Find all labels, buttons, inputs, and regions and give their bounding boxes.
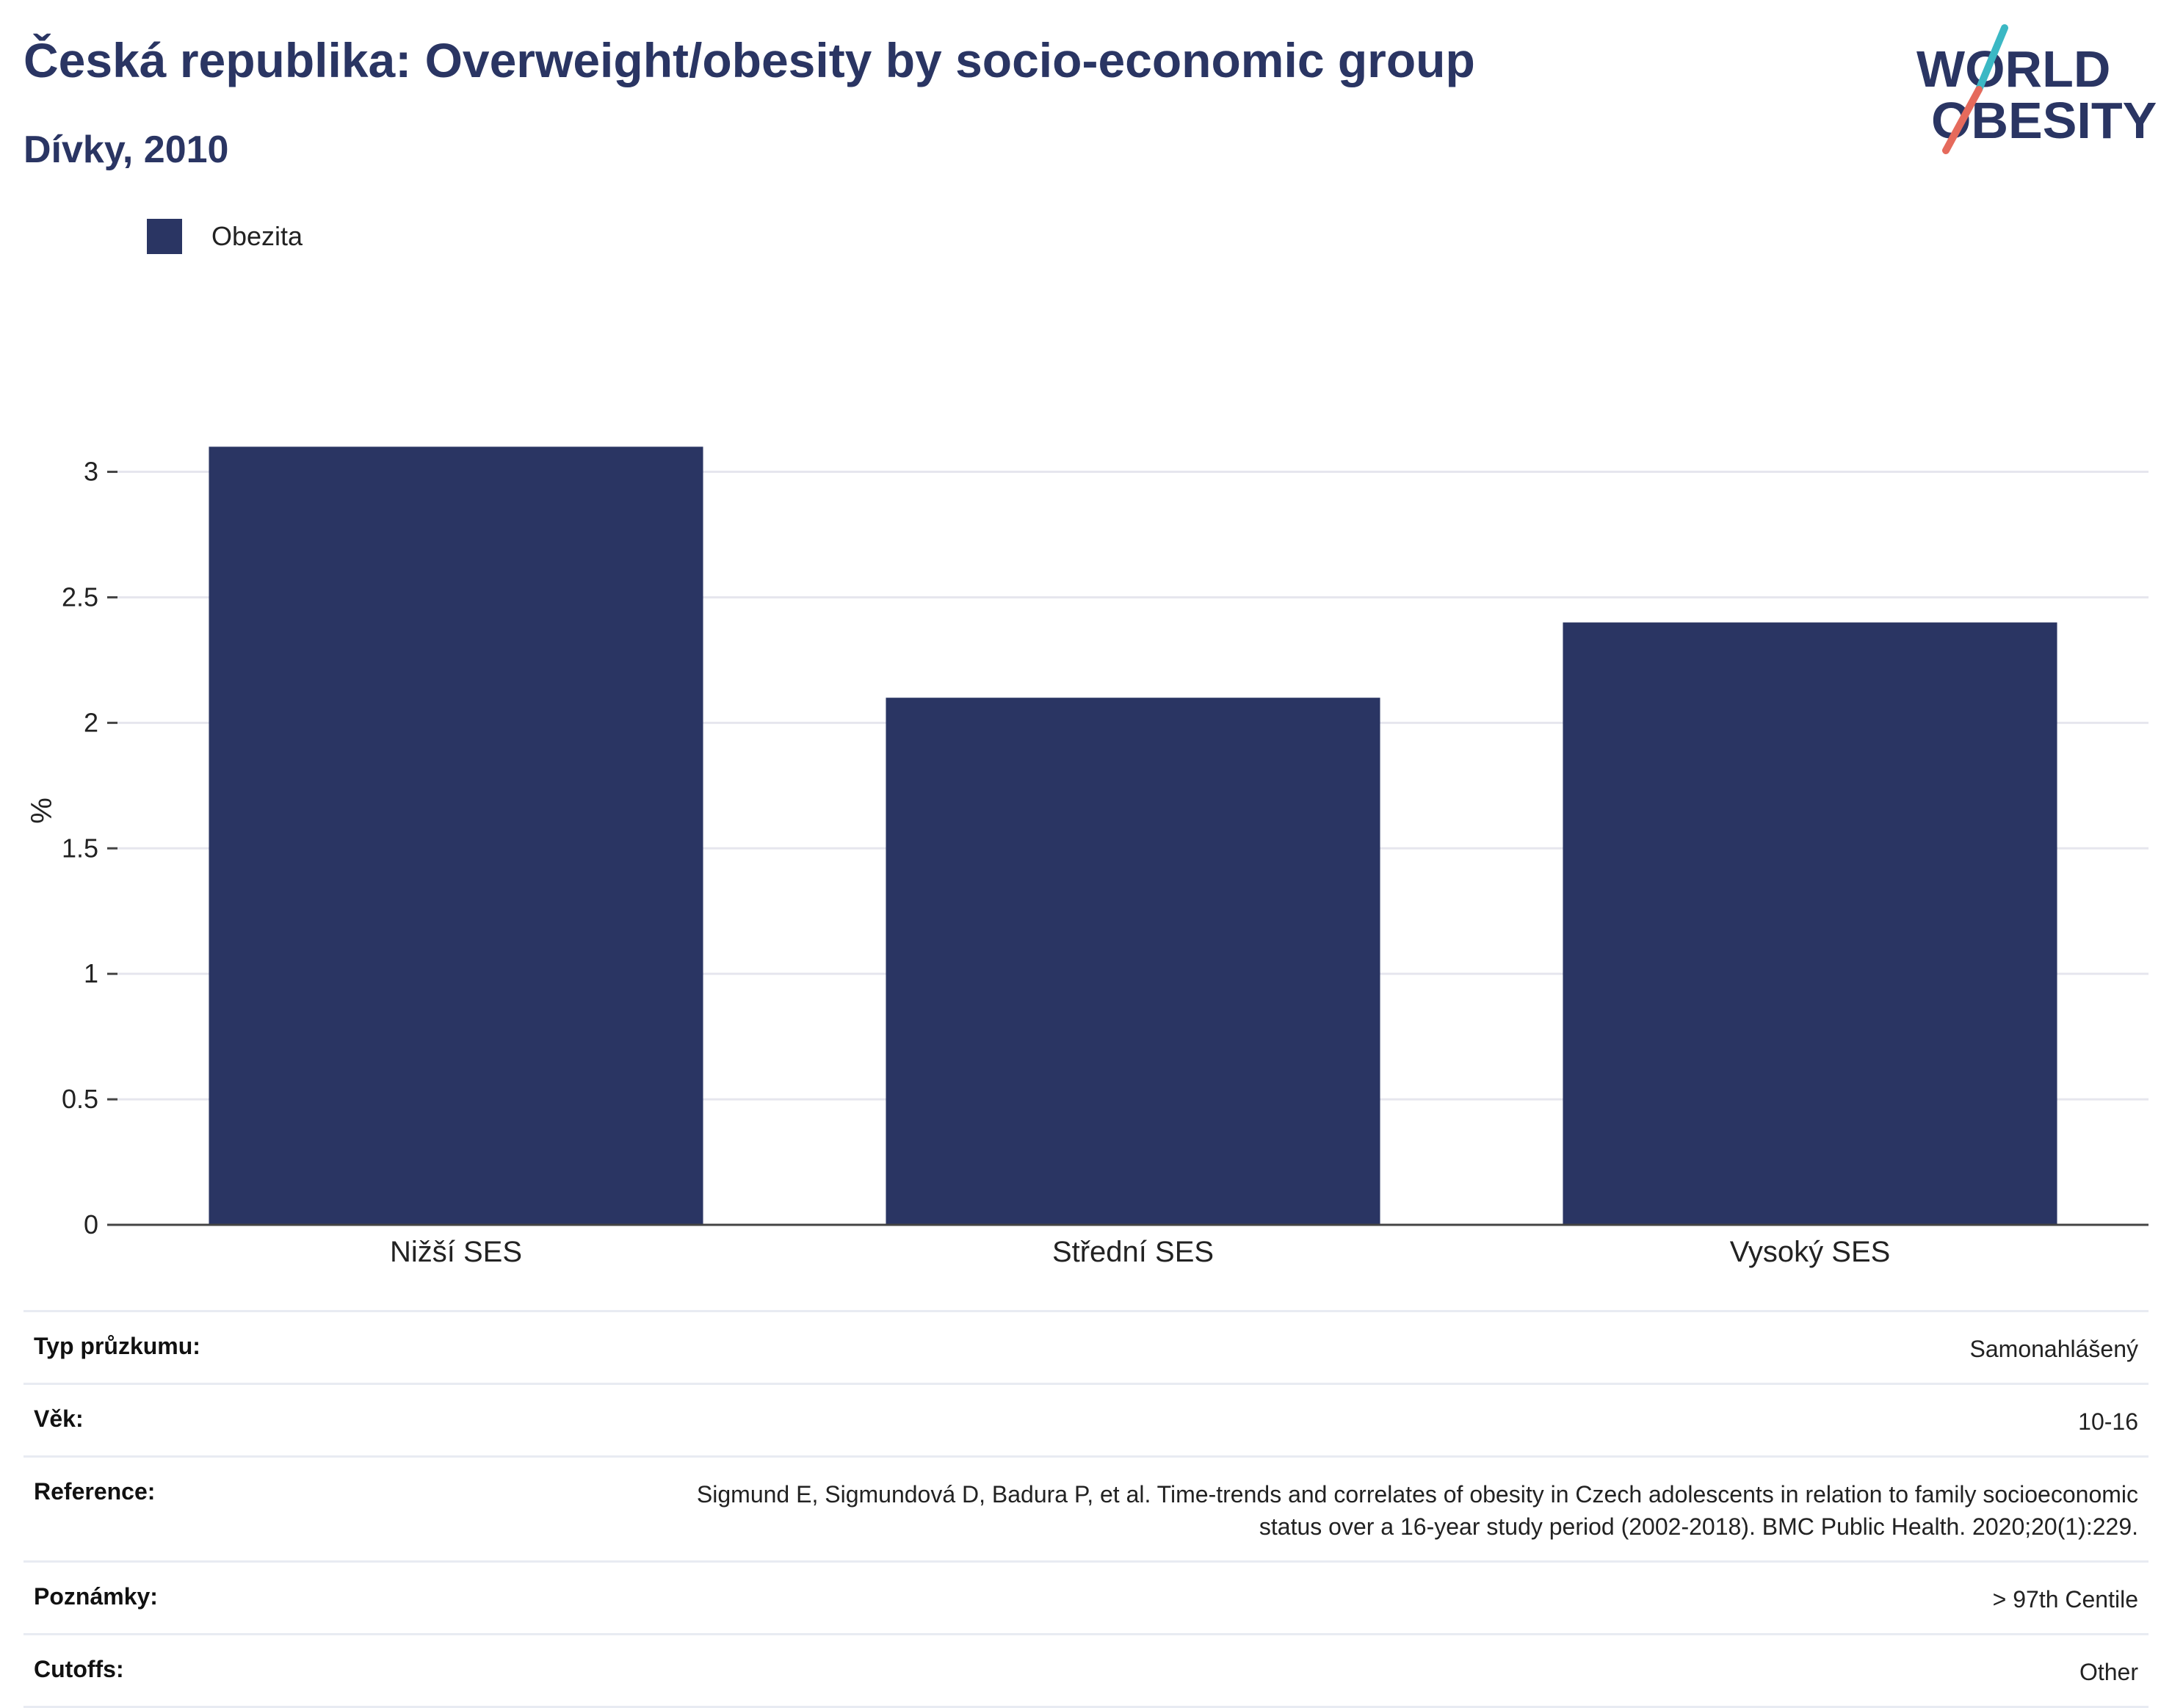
bars bbox=[209, 446, 2057, 1225]
y-tick-label: 3 bbox=[84, 457, 98, 487]
bar-0 bbox=[209, 446, 703, 1225]
y-axis-label: % bbox=[26, 797, 58, 824]
y-axis-ticks: 0 0.5 1 1.5 2 2.5 3 bbox=[62, 457, 117, 1240]
y-tick-label: 1.5 bbox=[62, 833, 98, 863]
world-obesity-logo: WORLD OBESITY bbox=[1916, 24, 2157, 154]
meta-row-notes: Poznámky: > 97th Centile bbox=[23, 1560, 2149, 1633]
bar-chart: 0 0.5 1 1.5 2 2.5 3 Nižší SES Střední SES Vysoký… bbox=[26, 446, 2149, 1268]
meta-row-cutoffs: Cutoffs: Other bbox=[23, 1633, 2149, 1708]
x-axis-labels: Nižší SES Střední SES Vysoký SES bbox=[390, 1236, 1890, 1268]
meta-row-survey-type: Typ průzkumu: Samonahlášený bbox=[23, 1310, 2149, 1383]
legend: Obezita bbox=[147, 219, 303, 254]
chart-subtitle: Dívky, 2010 bbox=[23, 129, 229, 171]
meta-value: > 97th Centile bbox=[1992, 1586, 2138, 1613]
meta-value: Other bbox=[2079, 1659, 2138, 1685]
meta-key: Reference: bbox=[34, 1478, 156, 1505]
y-tick-label: 0.5 bbox=[62, 1084, 98, 1114]
meta-key: Věk: bbox=[34, 1405, 84, 1432]
x-tick-label: Nižší SES bbox=[390, 1236, 522, 1268]
y-tick-label: 2 bbox=[84, 707, 98, 737]
y-tick-label: 0 bbox=[84, 1209, 98, 1240]
svg-text:WORLD: WORLD bbox=[1916, 40, 2110, 98]
meta-key: Poznámky: bbox=[34, 1583, 158, 1610]
y-tick-label: 2.5 bbox=[62, 582, 98, 612]
legend-label-obezita: Obezita bbox=[211, 221, 303, 251]
chart-title: Česká republika: Overweight/obesity by s… bbox=[23, 33, 1475, 87]
y-tick-label: 1 bbox=[84, 958, 98, 988]
bar-2 bbox=[1563, 622, 2057, 1225]
x-tick-label: Vysoký SES bbox=[1730, 1236, 1891, 1268]
meta-key: Typ průzkumu: bbox=[34, 1333, 200, 1359]
meta-value: 10-16 bbox=[2078, 1408, 2138, 1435]
x-tick-label: Střední SES bbox=[1052, 1236, 1214, 1268]
meta-row-age: Věk: 10-16 bbox=[23, 1383, 2149, 1455]
meta-value: Samonahlášený bbox=[1969, 1336, 2138, 1362]
meta-row-reference: Reference: Sigmund E, Sigmundová D, Badu… bbox=[23, 1455, 2149, 1560]
metadata-table: Typ průzkumu: Samonahlášený Věk: 10-16 R… bbox=[23, 1310, 2149, 1708]
bar-1 bbox=[886, 698, 1380, 1225]
legend-swatch-obezita bbox=[147, 219, 182, 254]
meta-key: Cutoffs: bbox=[34, 1656, 124, 1682]
meta-value: Sigmund E, Sigmundová D, Badura P, et al… bbox=[696, 1481, 2138, 1540]
